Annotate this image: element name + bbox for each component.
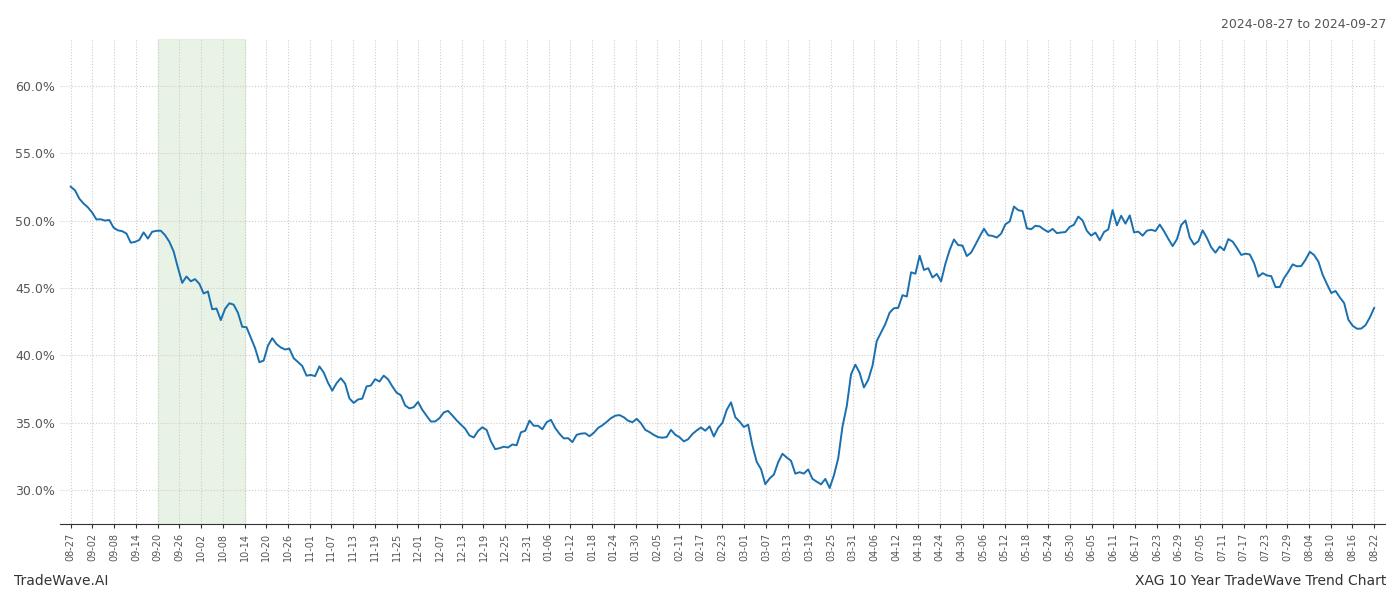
Bar	[158, 39, 245, 524]
Text: 2024-08-27 to 2024-09-27: 2024-08-27 to 2024-09-27	[1221, 18, 1386, 31]
Text: XAG 10 Year TradeWave Trend Chart: XAG 10 Year TradeWave Trend Chart	[1134, 574, 1386, 588]
Text: TradeWave.AI: TradeWave.AI	[14, 574, 108, 588]
